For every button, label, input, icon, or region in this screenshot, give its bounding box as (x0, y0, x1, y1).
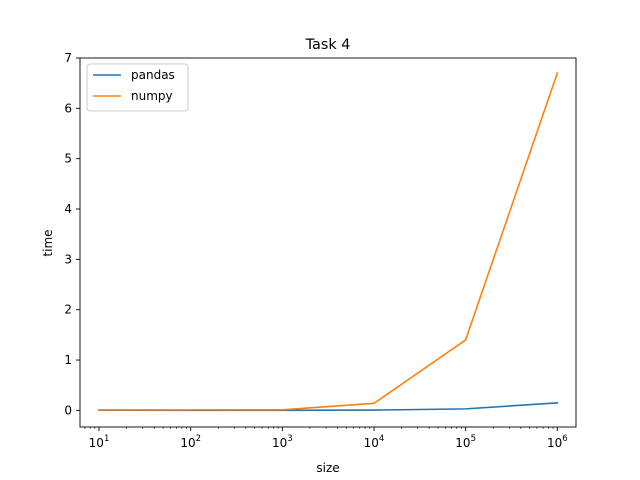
x-tick-label-0: 101 (89, 434, 110, 450)
axes-frame (79, 57, 577, 428)
x-axis-label: size (316, 461, 339, 475)
chart-title: Task 4 (305, 37, 351, 53)
x-tick-label-1: 102 (180, 434, 201, 450)
y-tick-label-4: 4 (64, 202, 72, 216)
x-tick-label-5: 106 (547, 434, 568, 450)
legend-label-numpy: numpy (131, 89, 173, 103)
y-tick-label-2: 2 (64, 303, 72, 317)
y-tick-label-3: 3 (64, 252, 72, 266)
y-tick-label-1: 1 (64, 353, 72, 367)
x-tick-label-4: 105 (455, 434, 476, 450)
y-tick-label-7: 7 (64, 51, 72, 65)
legend: pandas numpy (86, 63, 189, 112)
legend-label-pandas: pandas (131, 68, 175, 82)
x-tick-label-3: 104 (364, 434, 385, 450)
y-tick-label-6: 6 (64, 101, 72, 115)
y-axis-label: time (41, 229, 55, 256)
plot-area: 101 102 103 104 105 106 0 1 2 3 4 5 6 7 (64, 51, 577, 450)
series-line-numpy (98, 72, 559, 411)
y-tick-label-5: 5 (64, 152, 72, 166)
y-tick-label-0: 0 (64, 403, 72, 417)
x-tick-label-2: 103 (272, 434, 293, 450)
